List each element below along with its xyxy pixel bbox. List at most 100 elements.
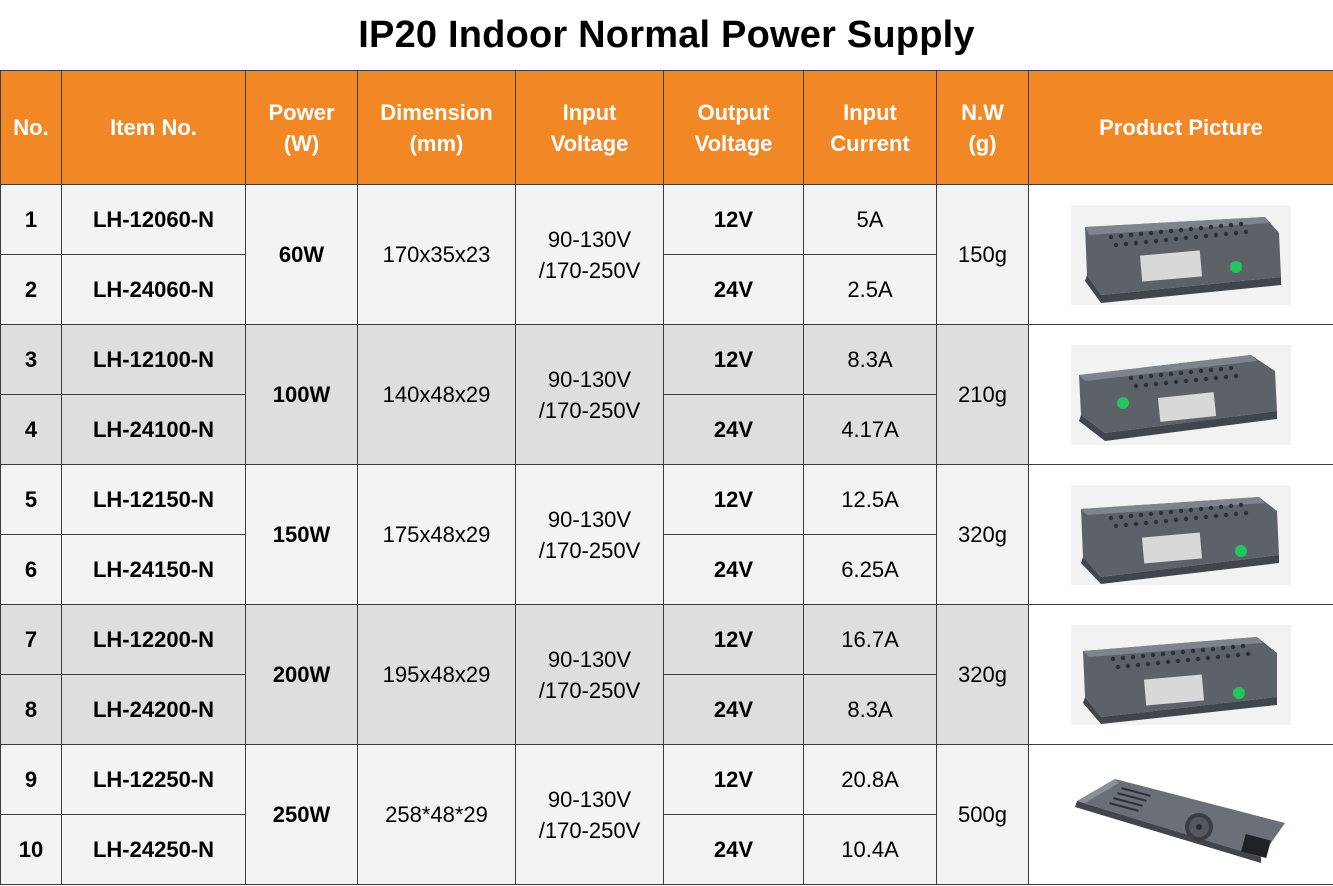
cell-input-voltage: 90-130V /170-250V: [515, 184, 664, 325]
cell-dimension: 170x35x23: [357, 184, 516, 325]
cell-no: 7: [0, 604, 62, 675]
power-supply-fan-image-icon: [1071, 764, 1291, 865]
cell-input-current: 8.3A: [803, 324, 937, 395]
cell-input-current: 12.5A: [803, 464, 937, 535]
cell-product-picture: [1028, 464, 1333, 605]
cell-input-voltage: 90-130V /170-250V: [515, 604, 664, 745]
input-voltage-line1: 90-130V: [547, 366, 632, 392]
power-supply-image-icon: [1071, 344, 1291, 445]
cell-net-weight: 320g: [936, 604, 1029, 745]
header-power-line1: Power: [268, 99, 335, 125]
input-voltage-line2: /170-250V: [538, 817, 641, 843]
header-power-line2: (W): [283, 130, 320, 156]
header-product-picture: Product Picture: [1028, 70, 1333, 185]
header-row: No. Item No. Power (W) Dimension (mm) In…: [0, 70, 1333, 185]
cell-no: 4: [0, 394, 62, 465]
table-row: 6 LH-24150-N 24V 6.25A: [0, 534, 1333, 605]
header-net-weight-line1: N.W: [961, 99, 1004, 125]
header-dimension: Dimension (mm): [357, 70, 516, 185]
table-row: 8 LH-24200-N 24V 8.3A: [0, 674, 1333, 745]
header-no: No.: [0, 70, 62, 185]
cell-output-voltage: 12V: [663, 324, 804, 395]
cell-output-voltage: 24V: [663, 394, 804, 465]
cell-input-current: 6.25A: [803, 534, 937, 605]
cell-input-current: 16.7A: [803, 604, 937, 675]
header-input-voltage-line1: Input: [562, 99, 617, 125]
cell-product-picture: [1028, 744, 1333, 885]
cell-power: 100W: [245, 324, 358, 465]
header-dimension-line2: (mm): [409, 130, 464, 156]
table-row: 3 LH-12100-N 100W 140x48x29 90-130V /170…: [0, 324, 1333, 465]
header-item-no: Item No.: [61, 70, 246, 185]
cell-item-no: LH-12150-N: [61, 464, 246, 535]
cell-output-voltage: 24V: [663, 254, 804, 325]
table-row: 9 LH-12250-N 250W 258*48*29 90-130V /170…: [0, 744, 1333, 885]
cell-product-picture: [1028, 604, 1333, 745]
cell-net-weight: 210g: [936, 324, 1029, 465]
cell-output-voltage: 12V: [663, 464, 804, 535]
cell-output-voltage: 24V: [663, 814, 804, 885]
header-net-weight: N.W (g): [936, 70, 1029, 185]
header-input-current-line2: Current: [830, 130, 910, 156]
power-supply-image-icon: [1071, 624, 1291, 725]
cell-product-picture: [1028, 324, 1333, 465]
cell-item-no: LH-12250-N: [61, 744, 246, 815]
cell-dimension: 258*48*29: [357, 744, 516, 885]
cell-net-weight: 500g: [936, 744, 1029, 885]
cell-dimension: 195x48x29: [357, 604, 516, 745]
table-row: 2 LH-24060-N 24V 2.5A: [0, 254, 1333, 325]
product-table: No. Item No. Power (W) Dimension (mm) In…: [0, 70, 1333, 885]
input-voltage-line2: /170-250V: [538, 257, 641, 283]
cell-output-voltage: 12V: [663, 184, 804, 255]
table-row: 7 LH-12200-N 200W 195x48x29 90-130V /170…: [0, 604, 1333, 745]
cell-item-no: LH-12100-N: [61, 324, 246, 395]
cell-item-no: LH-24100-N: [61, 394, 246, 465]
cell-power: 60W: [245, 184, 358, 325]
cell-product-picture: [1028, 184, 1333, 325]
header-power: Power (W): [245, 70, 358, 185]
cell-item-no: LH-12200-N: [61, 604, 246, 675]
table-row: 5 LH-12150-N 150W 175x48x29 90-130V /170…: [0, 464, 1333, 605]
cell-no: 6: [0, 534, 62, 605]
cell-output-voltage: 24V: [663, 534, 804, 605]
cell-input-voltage: 90-130V /170-250V: [515, 324, 664, 465]
table-row: 1 LH-12060-N 60W 170x35x23 90-130V /170-…: [0, 184, 1333, 325]
header-output-voltage-line1: Output: [697, 99, 770, 125]
cell-item-no: LH-24250-N: [61, 814, 246, 885]
power-supply-image-icon: [1071, 204, 1291, 305]
cell-input-current: 20.8A: [803, 744, 937, 815]
page-title: IP20 Indoor Normal Power Supply: [358, 13, 975, 56]
header-net-weight-line2: (g): [968, 130, 997, 156]
input-voltage-line1: 90-130V: [547, 506, 632, 532]
cell-no: 1: [0, 184, 62, 255]
cell-output-voltage: 12V: [663, 744, 804, 815]
cell-item-no: LH-12060-N: [61, 184, 246, 255]
input-voltage-line1: 90-130V: [547, 646, 632, 672]
header-input-current-line1: Input: [843, 99, 897, 125]
table-row: 10 LH-24250-N 24V 10.4A: [0, 814, 1333, 885]
cell-net-weight: 150g: [936, 184, 1029, 325]
table-row: 4 LH-24100-N 24V 4.17A: [0, 394, 1333, 465]
cell-no: 3: [0, 324, 62, 395]
cell-output-voltage: 12V: [663, 604, 804, 675]
cell-input-current: 2.5A: [803, 254, 937, 325]
header-output-voltage: Output Voltage: [663, 70, 804, 185]
header-input-current: Input Current: [803, 70, 937, 185]
header-output-voltage-line2: Voltage: [694, 130, 773, 156]
cell-input-voltage: 90-130V /170-250V: [515, 744, 664, 885]
cell-input-current: 10.4A: [803, 814, 937, 885]
cell-item-no: LH-24150-N: [61, 534, 246, 605]
cell-input-current: 5A: [803, 184, 937, 255]
cell-net-weight: 320g: [936, 464, 1029, 605]
input-voltage-line1: 90-130V: [547, 226, 632, 252]
cell-input-voltage: 90-130V /170-250V: [515, 464, 664, 605]
cell-input-current: 8.3A: [803, 674, 937, 745]
cell-no: 5: [0, 464, 62, 535]
cell-power: 200W: [245, 604, 358, 745]
power-supply-image-icon: [1071, 484, 1291, 585]
cell-no: 9: [0, 744, 62, 815]
input-voltage-line2: /170-250V: [538, 677, 641, 703]
cell-no: 10: [0, 814, 62, 885]
cell-power: 250W: [245, 744, 358, 885]
input-voltage-line1: 90-130V: [547, 786, 632, 812]
